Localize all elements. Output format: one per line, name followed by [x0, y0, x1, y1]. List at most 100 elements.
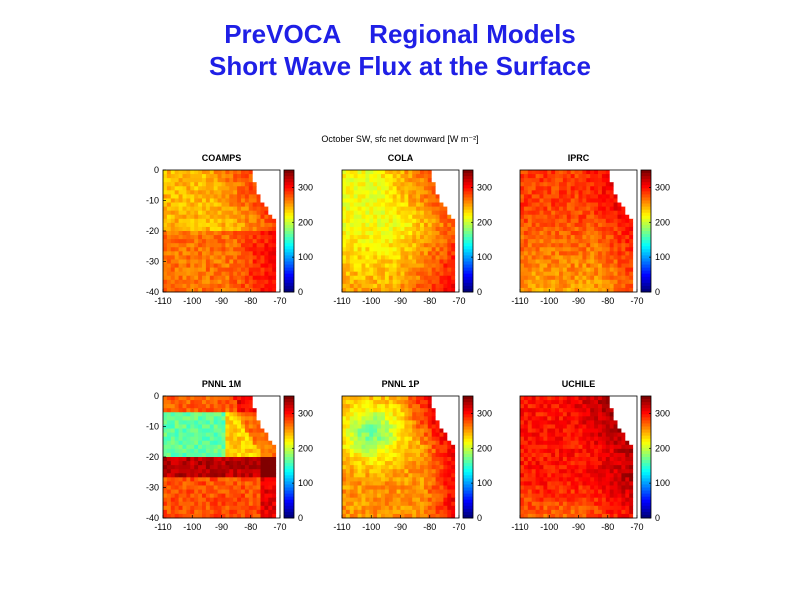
heatmap-cell: [170, 461, 176, 466]
heatmap-cell: [233, 501, 238, 507]
heatmap-cell: [586, 267, 591, 273]
heatmap-cell: [443, 174, 448, 179]
heatmap-cell: [559, 275, 564, 281]
heatmap-cell: [244, 243, 250, 248]
heatmap-cell: [205, 485, 211, 490]
heatmap-cell: [388, 263, 394, 268]
heatmap-cell: [447, 501, 452, 507]
heatmap-cell: [594, 190, 599, 195]
heatmap-cell: [198, 251, 203, 256]
heatmap-cell: [555, 247, 560, 252]
heatmap-cell: [365, 509, 370, 515]
heatmap-cell: [523, 404, 529, 409]
heatmap-cell: [217, 485, 222, 490]
heatmap-cell: [527, 400, 533, 405]
heatmap-cell: [435, 457, 440, 462]
heatmap-cell: [244, 440, 250, 446]
heatmap-cell: [439, 255, 444, 260]
heatmap-cell: [520, 170, 525, 175]
heatmap-cell: [225, 452, 230, 458]
heatmap-cell: [381, 408, 386, 413]
heatmap-cell: [447, 182, 452, 187]
heatmap-cell: [377, 420, 382, 425]
heatmap-cell: [586, 198, 591, 203]
heatmap-cell: [163, 283, 168, 289]
heatmap-cell: [625, 263, 630, 268]
heatmap-cell: [369, 420, 374, 425]
heatmap-cell: [256, 412, 261, 417]
heatmap-cell: [252, 461, 257, 466]
heatmap-cell: [562, 275, 568, 281]
heatmap-cell: [237, 400, 242, 405]
heatmap-cell: [349, 444, 355, 450]
heatmap-cell: [551, 231, 556, 236]
heatmap-cell: [237, 428, 242, 433]
heatmap-cell: [170, 396, 176, 401]
heatmap-cell: [590, 408, 595, 413]
heatmap-cell: [229, 235, 234, 240]
colorbar-segment: [284, 481, 294, 485]
heatmap-cell: [248, 243, 254, 248]
heatmap-cell: [420, 194, 425, 199]
heatmap-cell: [260, 396, 265, 401]
heatmap-cell: [396, 194, 401, 199]
heatmap-cell: [388, 424, 394, 429]
heatmap-cell: [209, 404, 215, 409]
heatmap-cell: [443, 182, 448, 187]
heatmap-cell: [268, 231, 273, 236]
heatmap-cell: [392, 485, 397, 490]
heatmap-cell: [531, 263, 536, 268]
heatmap-cell: [625, 231, 630, 236]
heatmap-cell: [423, 247, 429, 252]
heatmap-cell: [562, 243, 568, 248]
heatmap-cell: [443, 400, 448, 405]
x-tick-label: -70: [452, 296, 465, 306]
heatmap-cell: [392, 497, 397, 503]
heatmap-cell: [163, 457, 168, 462]
heatmap-cell: [427, 206, 433, 212]
heatmap-cell: [357, 279, 362, 285]
heatmap-cell: [369, 461, 374, 466]
heatmap-cell: [357, 408, 362, 413]
colorbar-segment: [641, 237, 651, 241]
heatmap-cell: [373, 174, 378, 179]
heatmap-cell: [178, 420, 183, 425]
heatmap-cell: [276, 186, 281, 191]
heatmap-cell: [221, 198, 226, 203]
heatmap-cell: [369, 226, 374, 232]
heatmap-cell: [225, 174, 230, 179]
heatmap-cell: [609, 408, 614, 413]
heatmap-cell: [609, 210, 614, 216]
heatmap-cell: [547, 243, 552, 248]
heatmap-cell: [170, 231, 176, 236]
heatmap-cell: [209, 513, 215, 519]
heatmap-cell: [416, 436, 421, 442]
heatmap-cell: [260, 287, 265, 293]
heatmap-cell: [353, 190, 358, 195]
heatmap-cell: [384, 416, 390, 421]
heatmap-cell: [272, 174, 277, 179]
heatmap-cell: [272, 396, 277, 401]
heatmap-cell: [163, 481, 168, 486]
heatmap-cell: [629, 263, 634, 268]
heatmap-cell: [365, 275, 370, 281]
heatmap-cell: [209, 198, 215, 203]
heatmap-cell: [447, 489, 452, 494]
heatmap-cell: [233, 481, 238, 486]
heatmap-cell: [244, 231, 250, 236]
heatmap-cell: [194, 263, 199, 268]
heatmap-cell: [221, 178, 226, 183]
heatmap-cell: [365, 452, 370, 458]
heatmap-cell: [543, 263, 548, 268]
heatmap-cell: [260, 440, 265, 446]
heatmap-cell: [400, 477, 405, 482]
heatmap-cell: [617, 218, 622, 224]
heatmap-cell: [264, 489, 269, 494]
heatmap-cell: [260, 485, 265, 490]
heatmap-cell: [408, 190, 413, 195]
heatmap-cell: [416, 178, 421, 183]
heatmap-cell: [349, 170, 355, 175]
heatmap-cell: [586, 214, 591, 220]
colorbar-segment: [463, 514, 473, 519]
heatmap-cell: [435, 218, 440, 224]
